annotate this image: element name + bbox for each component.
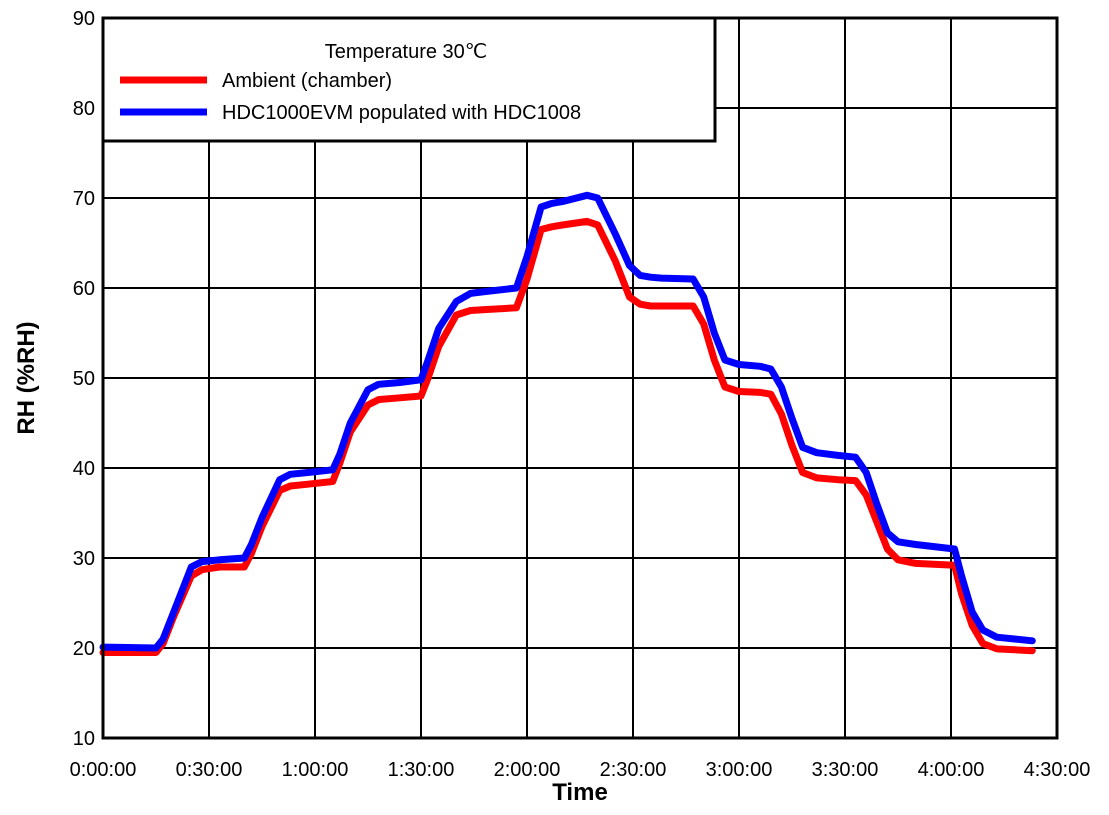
y-tick-label: 10 [73, 728, 95, 750]
x-tick-label: 4:00:00 [918, 759, 985, 781]
y-tick-label: 20 [73, 638, 95, 660]
x-tick-label: 1:30:00 [388, 759, 455, 781]
y-tick-label: 60 [73, 278, 95, 300]
series-line-ambient [99, 217, 1036, 656]
legend: Temperature 30℃ Ambient (chamber) HDC100… [101, 16, 717, 143]
y-axis-title: RH (%RH) [13, 321, 40, 434]
y-tick-label: 40 [73, 458, 95, 480]
x-tick-label: 3:30:00 [812, 759, 879, 781]
x-tick-label: 4:30:00 [1024, 759, 1091, 781]
x-tick-label: 0:00:00 [70, 759, 137, 781]
series-layer [99, 191, 1036, 656]
y-axis-ticks: 10 20 30 40 50 60 70 80 90 [73, 8, 95, 750]
y-tick-label: 80 [73, 98, 95, 120]
x-tick-label: 1:00:00 [282, 759, 349, 781]
x-tick-label: 3:00:00 [706, 759, 773, 781]
legend-title: Temperature 30℃ [325, 41, 488, 63]
x-tick-label: 0:30:00 [176, 759, 243, 781]
legend-label-hdc1008: HDC1000EVM populated with HDC1008 [222, 102, 581, 124]
series-line-hdc1008 [99, 191, 1036, 652]
y-tick-label: 50 [73, 368, 95, 390]
legend-label-ambient: Ambient (chamber) [222, 70, 392, 92]
y-tick-label: 90 [73, 8, 95, 30]
x-tick-label: 2:30:00 [600, 759, 667, 781]
x-axis-ticks: 0:00:00 0:30:00 1:00:00 1:30:00 2:00:00 2:30:… [70, 759, 1091, 781]
x-axis-title: Time [552, 779, 608, 806]
x-tick-label: 2:00:00 [494, 759, 561, 781]
y-tick-label: 30 [73, 548, 95, 570]
y-tick-label: 70 [73, 188, 95, 210]
